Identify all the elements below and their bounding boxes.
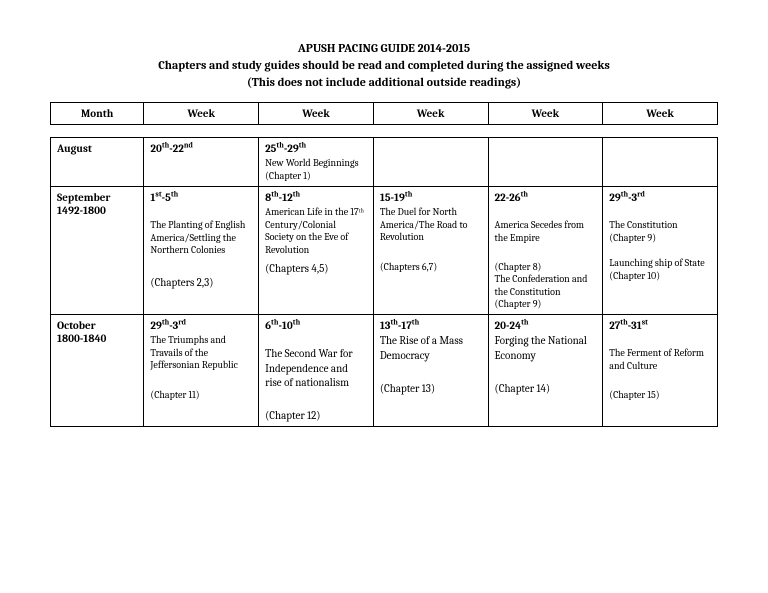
week-cell: 27th-31st The Ferment of Reform and Cult… [603,315,718,427]
col-week-4: Week [488,103,603,125]
document-header: APUSH PACING GUIDE 2014-2015 Chapters an… [50,40,718,90]
table-row: October1800-1840 29th-3rd The Triumphs a… [51,315,718,427]
week-cell: 1st-5th The Planting of English America/… [144,187,259,315]
week-cell: 25th-29th New World Beginnings (Chapter … [259,138,374,187]
week-cell: 15-19th The Duel for North America/The R… [373,187,488,315]
month-cell: September1492-1800 [51,187,144,315]
week-cell: 8th-12th American Life in the 17ᵗʰ Centu… [259,187,374,315]
col-week-1: Week [144,103,259,125]
week-cell: 22-26th America Secedes from the Empire … [488,187,603,315]
week-cell: 20-24th Forging the National Economy (Ch… [488,315,603,427]
title-line-3: (This does not include additional outsid… [50,74,718,91]
month-cell: August [51,138,144,187]
pacing-table: August 20th-22nd 25th-29th New World Beg… [50,137,718,427]
week-cell [488,138,603,187]
week-cell: 29th-3rd The Triumphs and Travails of th… [144,315,259,427]
table-row: September1492-1800 1st-5th The Planting … [51,187,718,315]
col-week-2: Week [259,103,374,125]
week-cell [373,138,488,187]
week-cell: 29th-3rd The Constitution (Chapter 9) La… [603,187,718,315]
week-cell: 20th-22nd [144,138,259,187]
month-cell: October1800-1840 [51,315,144,427]
title-line-2: Chapters and study guides should be read… [50,57,718,74]
col-week-5: Week [603,103,718,125]
table-row: August 20th-22nd 25th-29th New World Beg… [51,138,718,187]
col-month: Month [51,103,144,125]
col-week-3: Week [373,103,488,125]
week-cell [603,138,718,187]
week-cell: 13th-17th The Rise of a Mass Democracy (… [373,315,488,427]
header-table: Month Week Week Week Week Week [50,102,718,125]
title-line-1: APUSH PACING GUIDE 2014-2015 [50,40,718,57]
week-cell: 6th-10th The Second War for Independence… [259,315,374,427]
